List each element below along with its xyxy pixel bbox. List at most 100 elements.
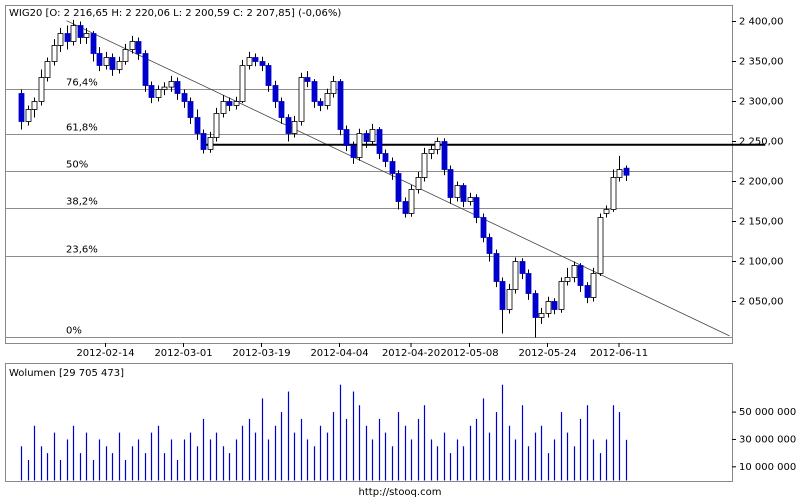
candle-body bbox=[519, 261, 526, 274]
candle-body bbox=[109, 57, 116, 70]
y-tick-label: 2 250,00 bbox=[739, 137, 784, 148]
x-tick-label: 2012-02-14 bbox=[76, 348, 134, 359]
candle-body bbox=[499, 281, 506, 310]
fib-label: 50% bbox=[66, 160, 88, 171]
fib-label: 61,8% bbox=[66, 123, 98, 134]
y-tick-label: 10 000 000 bbox=[739, 462, 796, 473]
candle-body bbox=[83, 33, 90, 38]
volume-panel bbox=[5, 363, 733, 482]
candle-body bbox=[18, 93, 25, 122]
x-tick-label: 2012-04-20 bbox=[382, 348, 440, 359]
x-tick-label: 2012-05-08 bbox=[440, 348, 498, 359]
x-tick-label: 2012-03-01 bbox=[154, 348, 212, 359]
candle-body bbox=[38, 77, 45, 102]
candle-body bbox=[148, 85, 155, 98]
candle-body bbox=[298, 77, 305, 122]
candle-body bbox=[90, 33, 97, 54]
candle-body bbox=[304, 77, 311, 82]
candle-body bbox=[551, 301, 558, 310]
x-tick-label: 2012-04-04 bbox=[310, 348, 368, 359]
candle-body bbox=[252, 57, 259, 62]
candle-body bbox=[122, 49, 129, 62]
candle-body bbox=[402, 201, 409, 214]
candle-body bbox=[428, 149, 435, 154]
y-tick-label: 2 100,00 bbox=[739, 257, 784, 268]
candle-body bbox=[25, 109, 32, 122]
fib-label: 76,4% bbox=[66, 78, 98, 89]
candle-body bbox=[486, 237, 493, 254]
candle-body bbox=[174, 81, 181, 94]
candle-body bbox=[70, 25, 77, 42]
candle-body bbox=[226, 101, 233, 106]
candle-body bbox=[103, 57, 110, 66]
candle-body bbox=[415, 177, 422, 190]
candle-body bbox=[356, 133, 363, 158]
candle-body bbox=[376, 129, 383, 154]
candle-body bbox=[584, 285, 591, 298]
candle-body bbox=[467, 197, 474, 202]
candle-body bbox=[116, 61, 123, 70]
candle-body bbox=[564, 277, 571, 282]
fib-label: 23,6% bbox=[66, 245, 98, 256]
candle-body bbox=[434, 141, 441, 150]
candle-body bbox=[259, 61, 266, 66]
candle-body bbox=[324, 93, 331, 106]
candle-body bbox=[493, 253, 500, 282]
candle-body bbox=[610, 177, 617, 210]
candle-body bbox=[408, 189, 415, 214]
candle-body bbox=[161, 86, 168, 90]
y-tick-label: 2 350,00 bbox=[739, 57, 784, 68]
candle-body bbox=[291, 121, 298, 134]
candle-body bbox=[512, 261, 519, 290]
candle-body bbox=[571, 265, 578, 278]
fib-label: 0% bbox=[66, 326, 82, 337]
y-tick-label: 30 000 000 bbox=[739, 434, 796, 445]
candle-body bbox=[194, 117, 201, 134]
candle-body bbox=[213, 113, 220, 138]
candle-body bbox=[317, 101, 324, 106]
candle-body bbox=[129, 41, 136, 50]
candle-body bbox=[51, 45, 58, 62]
candle-body bbox=[525, 273, 532, 294]
candle-body bbox=[369, 129, 376, 142]
candle-body bbox=[597, 217, 604, 274]
candle-body bbox=[538, 313, 545, 318]
y-tick-label: 2 150,00 bbox=[739, 217, 784, 228]
candle-body bbox=[77, 25, 84, 38]
x-tick-label: 2012-05-24 bbox=[518, 348, 576, 359]
candle-body bbox=[220, 101, 227, 114]
candle-body bbox=[135, 41, 142, 54]
candle-body bbox=[64, 33, 71, 42]
candle-body bbox=[44, 61, 51, 78]
candle-body bbox=[142, 53, 149, 86]
footer: http://stooq.com bbox=[359, 487, 442, 498]
candle-body bbox=[233, 101, 240, 106]
candle-body bbox=[31, 101, 38, 110]
candle-body bbox=[265, 65, 272, 86]
candle-body bbox=[421, 153, 428, 178]
candle-body bbox=[382, 153, 389, 162]
candle-body bbox=[96, 53, 103, 66]
candle-body bbox=[558, 281, 565, 310]
price-title: WIG20 [O: 2 216,65 H: 2 220,06 L: 2 200,… bbox=[9, 8, 341, 19]
candle-body bbox=[337, 81, 344, 130]
candle-body bbox=[389, 161, 396, 174]
candle-body bbox=[272, 85, 279, 102]
candle-body bbox=[447, 169, 454, 198]
candle-body bbox=[590, 273, 597, 298]
candle-body bbox=[200, 133, 207, 150]
x-tick-label: 2012-06-11 bbox=[590, 348, 648, 359]
candle-body bbox=[623, 167, 630, 176]
candle-body bbox=[480, 217, 487, 238]
y-tick-label: 2 400,00 bbox=[739, 17, 784, 28]
candle-body bbox=[239, 65, 246, 102]
volume-title: Wolumen [29 705 473] bbox=[9, 368, 124, 379]
candle-body bbox=[181, 93, 188, 102]
candle-body bbox=[330, 81, 337, 94]
candle-body bbox=[616, 169, 623, 178]
candle-body bbox=[506, 289, 513, 310]
candle-body bbox=[168, 81, 175, 88]
candle-body bbox=[532, 293, 539, 318]
y-tick-label: 50 000 000 bbox=[739, 407, 796, 418]
